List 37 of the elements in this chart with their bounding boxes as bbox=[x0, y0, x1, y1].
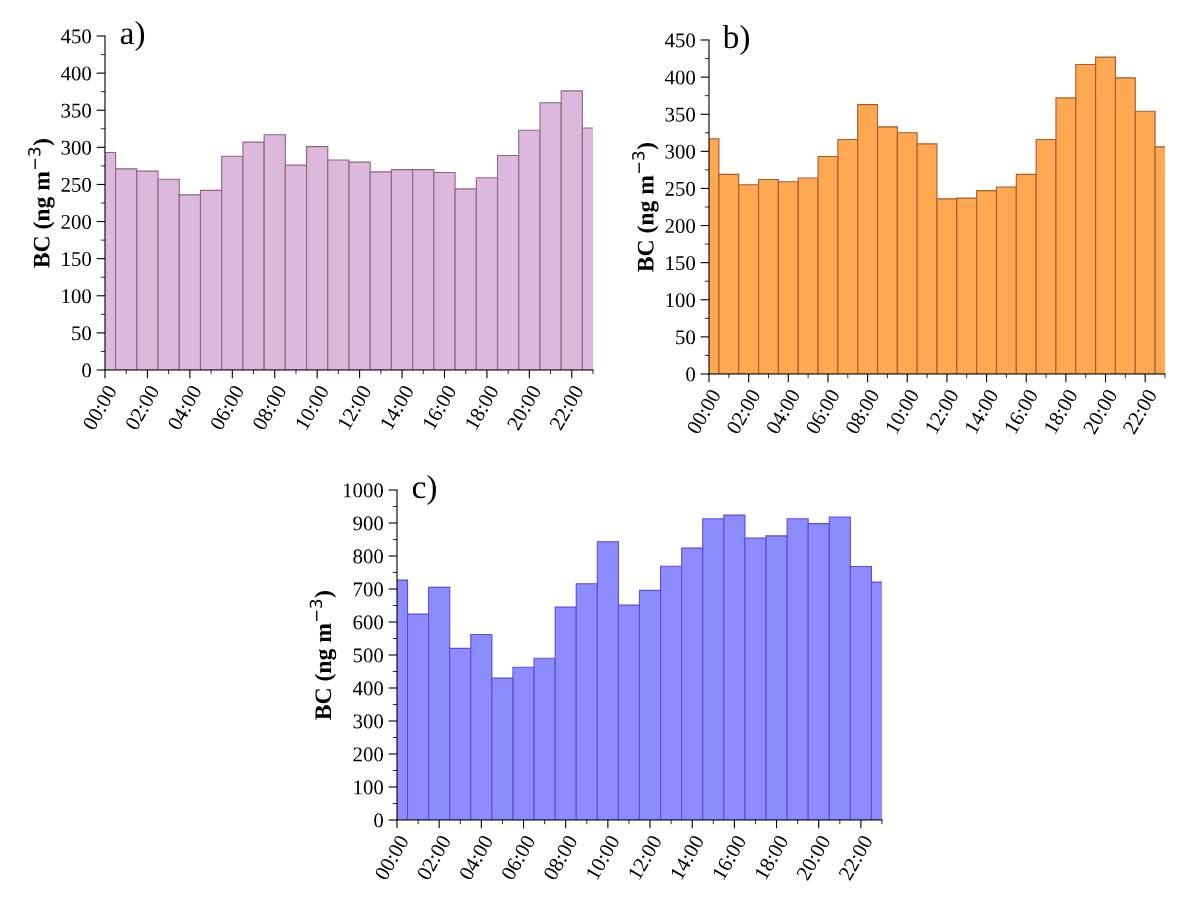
y-tick-label: 450 bbox=[60, 29, 92, 44]
chart-title: c) bbox=[412, 474, 436, 506]
y-tick-label: 200 bbox=[665, 218, 696, 233]
y-tick-label: 200 bbox=[61, 214, 92, 229]
y-tick-label: 700 bbox=[353, 582, 384, 597]
y-tick-label: 450 bbox=[664, 33, 696, 48]
y-tick-label: 1000 bbox=[343, 483, 384, 498]
y-axis-title: BC (ng m$^{−3}$) bbox=[28, 139, 55, 268]
chart-title: a) bbox=[120, 20, 145, 52]
y-tick-label: 500 bbox=[353, 648, 384, 663]
y-axis-title: BC (ng m$^{−3}$) bbox=[632, 143, 659, 272]
y-tick-label: 300 bbox=[665, 144, 696, 159]
y-axis-title: BC (ng m$^{−3}$) bbox=[309, 591, 337, 720]
y-tick-label: 400 bbox=[60, 66, 92, 81]
y-tick-label: 150 bbox=[666, 256, 696, 271]
y-tick-label: 50 bbox=[72, 326, 92, 341]
y-tick-label: 200 bbox=[353, 747, 384, 762]
y-tick-label: 150 bbox=[62, 252, 92, 267]
y-tick-label: 300 bbox=[353, 714, 384, 729]
y-tick-label: 0 bbox=[374, 813, 384, 828]
y-tick-label: 0 bbox=[82, 363, 92, 378]
y-tick-label: 100 bbox=[62, 289, 92, 304]
y-tick-label: 900 bbox=[353, 516, 384, 531]
y-tick-label: 100 bbox=[666, 293, 696, 308]
y-tick-label: 50 bbox=[676, 330, 696, 345]
y-tick-label: 800 bbox=[353, 549, 384, 564]
y-tick-label: 350 bbox=[61, 103, 92, 118]
y-tick-label: 0 bbox=[686, 367, 696, 382]
y-tick-label: 250 bbox=[665, 181, 696, 196]
chart-title: b) bbox=[722, 24, 749, 56]
y-tick-label: 400 bbox=[352, 681, 384, 696]
y-tick-label: 250 bbox=[61, 177, 92, 192]
y-tick-label: 100 bbox=[354, 780, 384, 795]
y-tick-label: 300 bbox=[61, 140, 92, 155]
y-tick-label: 600 bbox=[353, 615, 384, 630]
y-tick-label: 350 bbox=[665, 107, 696, 122]
y-tick-label: 400 bbox=[664, 70, 696, 85]
